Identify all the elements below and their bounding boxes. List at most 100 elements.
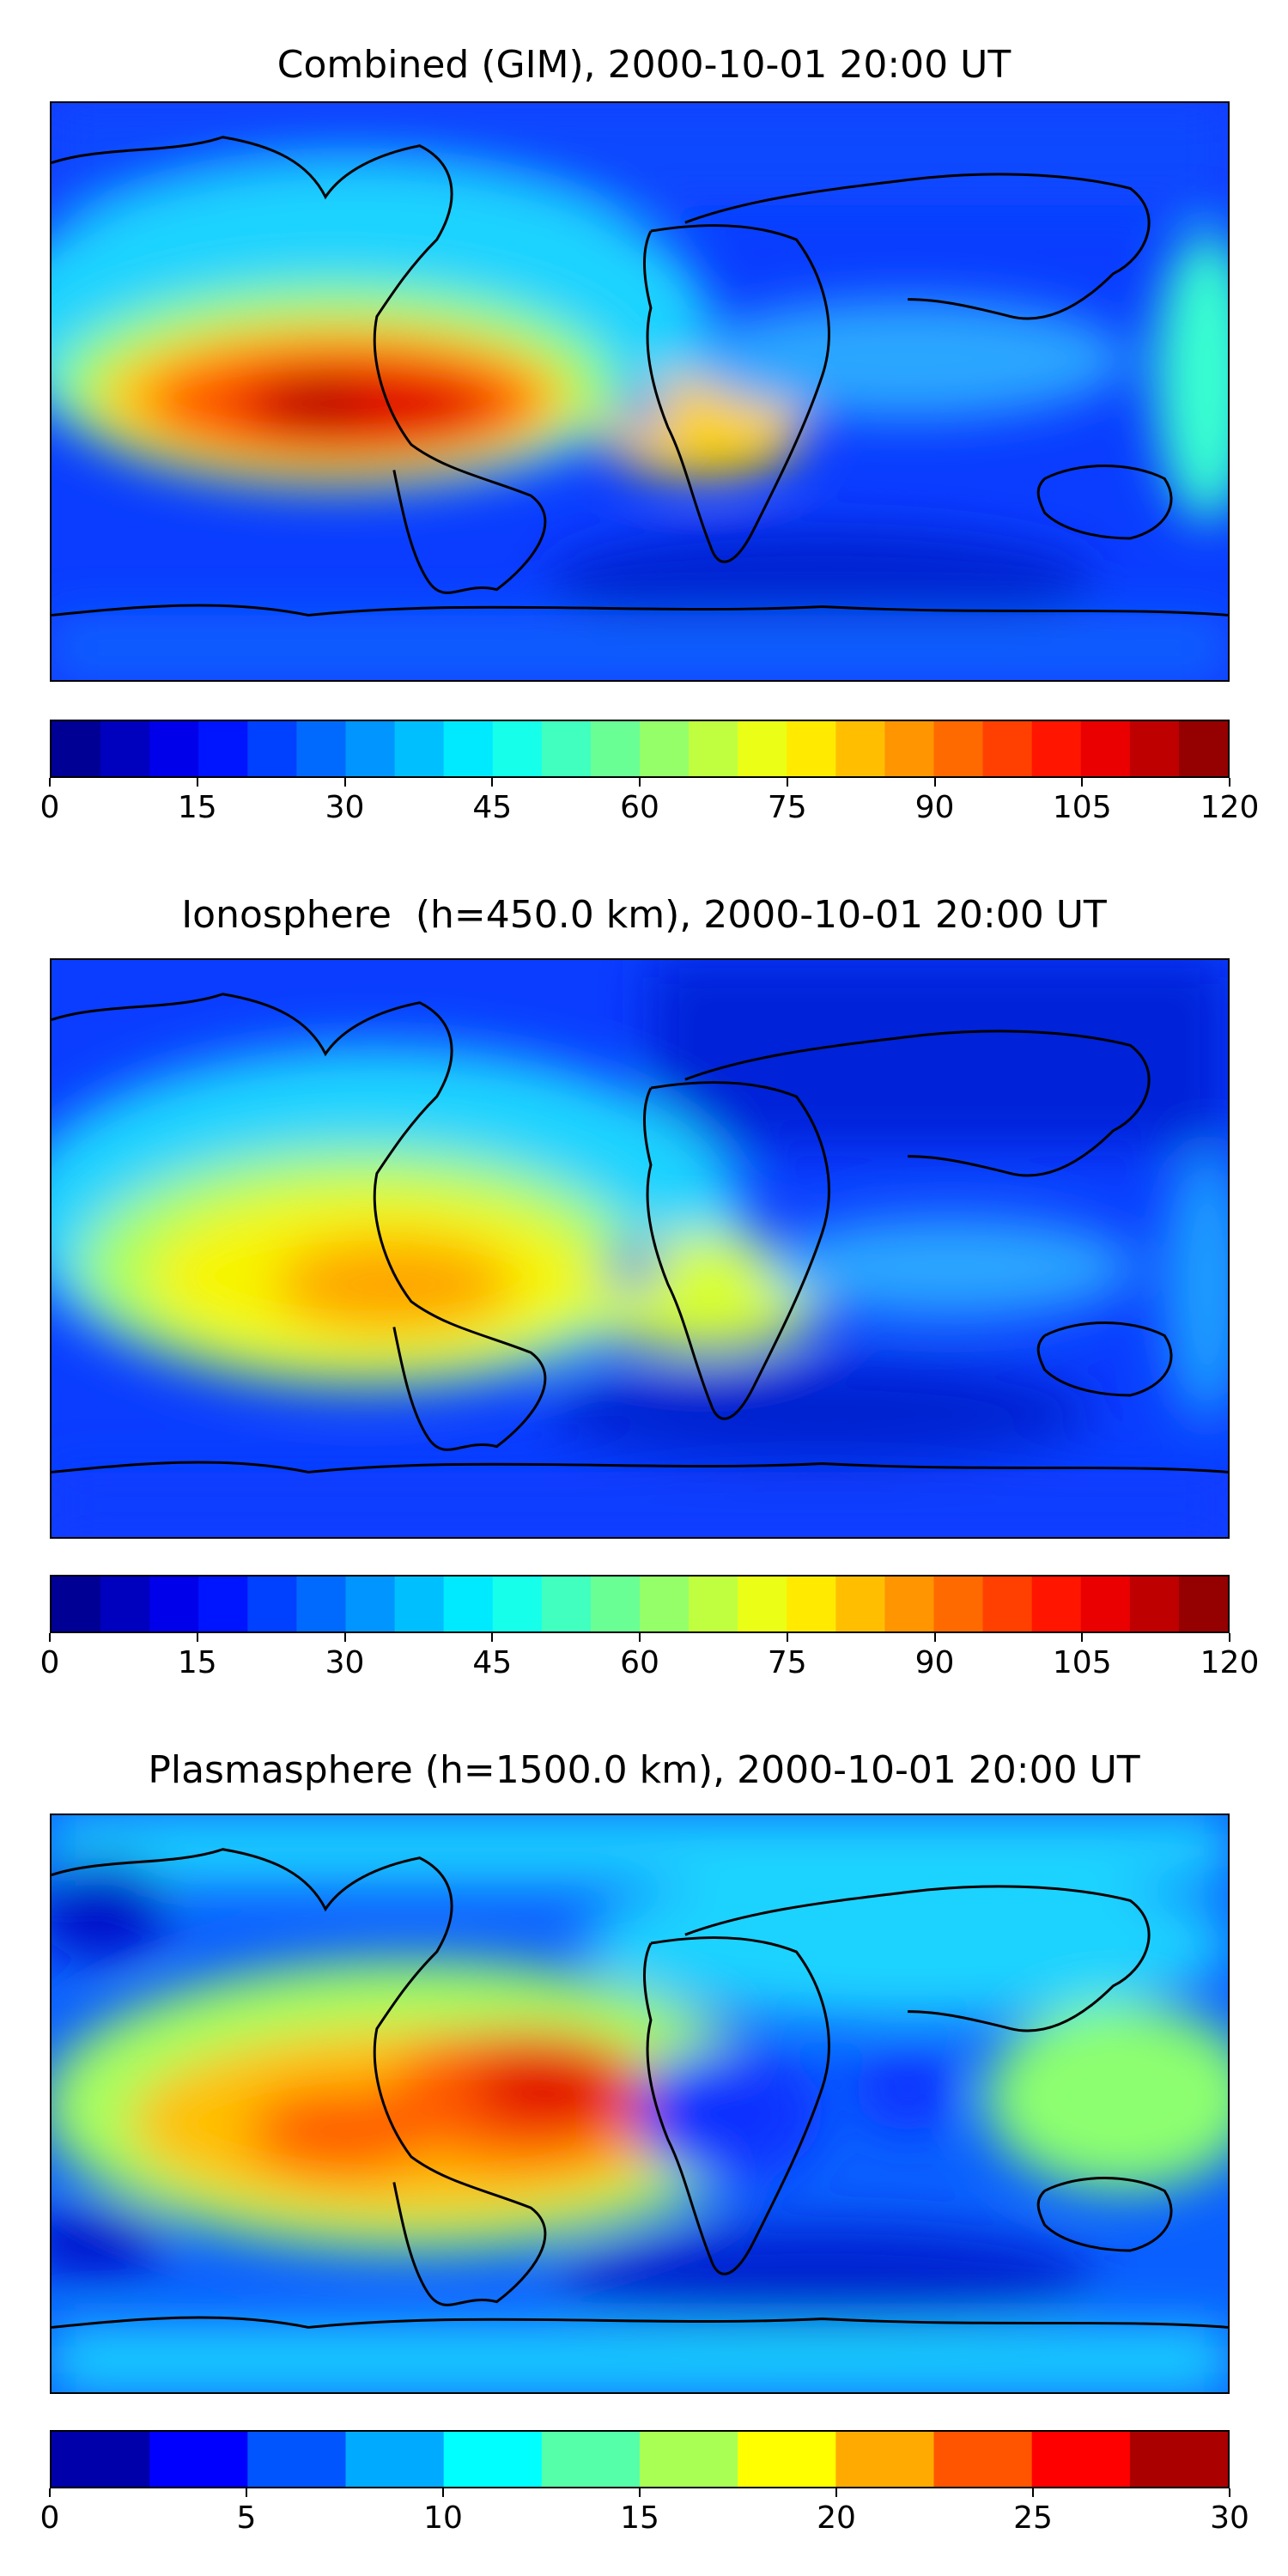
colorbar-tick-label: 45 (472, 1645, 513, 1680)
colorbar-tick-label: 45 (472, 790, 513, 825)
colorbar-tick (1229, 1633, 1230, 1642)
colorbar-level (296, 1577, 347, 1631)
tec-map (52, 103, 1228, 680)
colorbar-level (443, 721, 494, 776)
colorbar (50, 720, 1230, 778)
panel-title: Combined (GIM), 2000-10-01 20:00 UT (276, 43, 1012, 87)
colorbar-ticks: 0 15 30 45 60 75 90 105 120 (40, 778, 1259, 829)
colorbar-level (492, 721, 543, 776)
colorbar-tick (49, 1633, 51, 1642)
colorbar-level (835, 2432, 935, 2487)
tec-map (52, 960, 1228, 1537)
colorbar-level (52, 2432, 150, 2487)
colorbar-level (1178, 1577, 1228, 1631)
colorbar-tick (933, 1633, 936, 1642)
colorbar-level (394, 721, 445, 776)
colorbar-tick (639, 1633, 641, 1642)
colorbar-level (247, 1577, 298, 1631)
colorbar-level (982, 721, 1033, 776)
colorbar-tick (835, 2488, 837, 2497)
colorbar-level (443, 1577, 494, 1631)
map-plot (50, 958, 1230, 1539)
panel-title: Ionosphere (h=450.0 km), 2000-10-01 20:0… (181, 893, 1107, 937)
colorbar-level (1178, 721, 1228, 776)
colorbar-level (689, 721, 738, 776)
map-plot (50, 1814, 1230, 2394)
colorbar-level (884, 721, 935, 776)
colorbar-ticks: 0 15 30 45 60 75 90 105 120 (40, 1633, 1259, 1685)
colorbar-tick (1081, 778, 1084, 787)
colorbar-tick (49, 778, 51, 787)
colorbar-tick-label: 75 (767, 790, 807, 825)
panel-title: Plasmasphere (h=1500.0 km), 2000-10-01 2… (148, 1748, 1140, 1792)
colorbar-tick-label: 30 (325, 1645, 365, 1680)
colorbar-level (787, 721, 836, 776)
colorbar-level (247, 721, 298, 776)
colorbar-level (1129, 1577, 1180, 1631)
colorbar-level (492, 1577, 543, 1631)
colorbar-level (52, 1577, 101, 1631)
colorbar-level (738, 721, 787, 776)
colorbar-level (1031, 721, 1082, 776)
colorbar-tick-label: 25 (1013, 2500, 1053, 2536)
colorbar-tick (1081, 1633, 1084, 1642)
colorbar-tick (49, 2488, 51, 2497)
colorbar-level (590, 721, 641, 776)
coastlines (52, 1848, 1228, 2329)
colorbar (50, 2430, 1230, 2488)
colorbar-level (394, 1577, 445, 1631)
colorbar-level (541, 721, 592, 776)
colorbar-level (640, 2432, 738, 2487)
colorbar-tick-label: 30 (1210, 2500, 1249, 2536)
colorbar-tick-label: 5 (236, 2500, 257, 2536)
colorbar-level (738, 1577, 787, 1631)
colorbar-tick-label: 0 (39, 2500, 60, 2536)
map-plot (50, 101, 1230, 682)
colorbar-level (640, 1577, 690, 1631)
colorbar-level (982, 1577, 1033, 1631)
colorbar-swatches (52, 721, 1228, 776)
colorbar-tick (343, 1633, 346, 1642)
colorbar-tick-label: 10 (423, 2500, 463, 2536)
colorbar-swatches (52, 2432, 1228, 2487)
colorbar-tick-label: 0 (39, 790, 60, 825)
colorbar-level (1129, 2432, 1228, 2487)
colorbar-level (149, 2432, 248, 2487)
colorbar-tick (196, 1633, 198, 1642)
colorbar-tick (491, 1633, 494, 1642)
colorbar-level (149, 721, 199, 776)
colorbar-tick (491, 778, 494, 787)
colorbar-tick (246, 2488, 247, 2497)
colorbar-tick-label: 0 (39, 1645, 60, 1680)
colorbar-level (52, 721, 101, 776)
colorbar-level (345, 721, 396, 776)
colorbar-tick-label: 15 (620, 2500, 659, 2536)
colorbar-level (933, 2432, 1033, 2487)
colorbar-level (590, 1577, 641, 1631)
colorbar-level (787, 1577, 836, 1631)
colorbar-tick-label: 90 (914, 790, 955, 825)
colorbar-tick (933, 778, 936, 787)
colorbar-level (443, 2432, 543, 2487)
colorbar-tick-label: 15 (177, 790, 217, 825)
colorbar-tick-label: 15 (177, 1645, 217, 1680)
colorbar-tick (1229, 778, 1230, 787)
colorbar-level (1129, 721, 1180, 776)
colorbar-tick (1032, 2488, 1034, 2497)
colorbar-tick-label: 75 (767, 1645, 807, 1680)
colorbar-tick-label: 60 (620, 790, 659, 825)
colorbar-level (738, 2432, 836, 2487)
colorbar-level (100, 1577, 150, 1631)
colorbar-tick (639, 778, 641, 787)
colorbar-level (640, 721, 690, 776)
coastlines (52, 993, 1228, 1473)
colorbar-level (1080, 1577, 1131, 1631)
colorbar-level (247, 2432, 347, 2487)
colorbar-tick (343, 778, 346, 787)
colorbar-level (541, 2432, 641, 2487)
colorbar-level (1031, 1577, 1082, 1631)
colorbar-tick-label: 105 (1052, 790, 1112, 825)
colorbar-tick (442, 2488, 444, 2497)
colorbar-level (345, 2432, 445, 2487)
colorbar-ticks: 0 5 10 15 20 25 30 (40, 2488, 1249, 2540)
